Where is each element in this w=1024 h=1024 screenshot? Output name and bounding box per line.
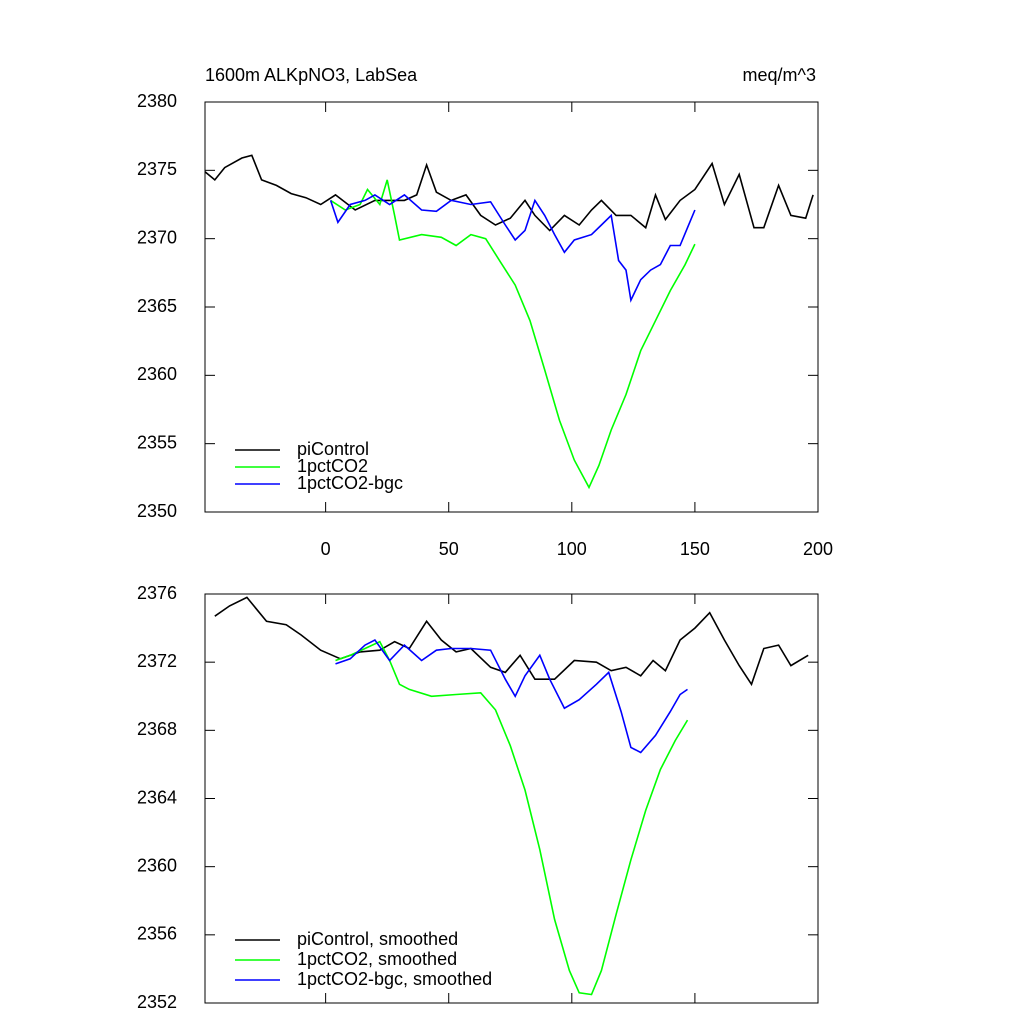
y-tick-label: 2350 [137,501,177,521]
y-tick-label: 2380 [137,91,177,111]
series-line [214,596,809,687]
y-tick-label: 2355 [137,432,177,452]
legend-label: piControl, smoothed [297,929,458,949]
legend-label: 1pctCO2, smoothed [297,949,457,969]
y-tick-label: 2365 [137,296,177,316]
series-line [329,193,696,303]
y-tick-label: 2356 [137,924,177,944]
y-tick-label: 2360 [137,855,177,875]
x-tick-label: 100 [557,539,587,559]
y-tick-label: 2364 [137,787,177,807]
legend-label: piControl [297,439,369,459]
x-tick-label: 0 [321,539,331,559]
legend-label: 1pctCO2-bgc, smoothed [297,969,492,989]
x-tick-label: 50 [439,539,459,559]
y-tick-label: 2352 [137,992,177,1012]
series-line [335,638,688,754]
y-tick-label: 2360 [137,364,177,384]
x-tick-label: 200 [803,539,833,559]
legend-label: 1pctCO2 [297,456,368,476]
units-label: meq/m^3 [743,65,816,85]
y-tick-label: 2368 [137,719,177,739]
series-line [204,154,814,232]
y-tick-label: 2370 [137,227,177,247]
x-tick-label: 150 [680,539,710,559]
y-tick-label: 2376 [137,583,177,603]
legend-label: 1pctCO2-bgc [297,473,403,493]
chart-title: 1600m ALKpNO3, LabSea [205,65,418,85]
y-tick-label: 2372 [137,651,177,671]
y-tick-label: 2375 [137,159,177,179]
series-line [330,179,696,490]
